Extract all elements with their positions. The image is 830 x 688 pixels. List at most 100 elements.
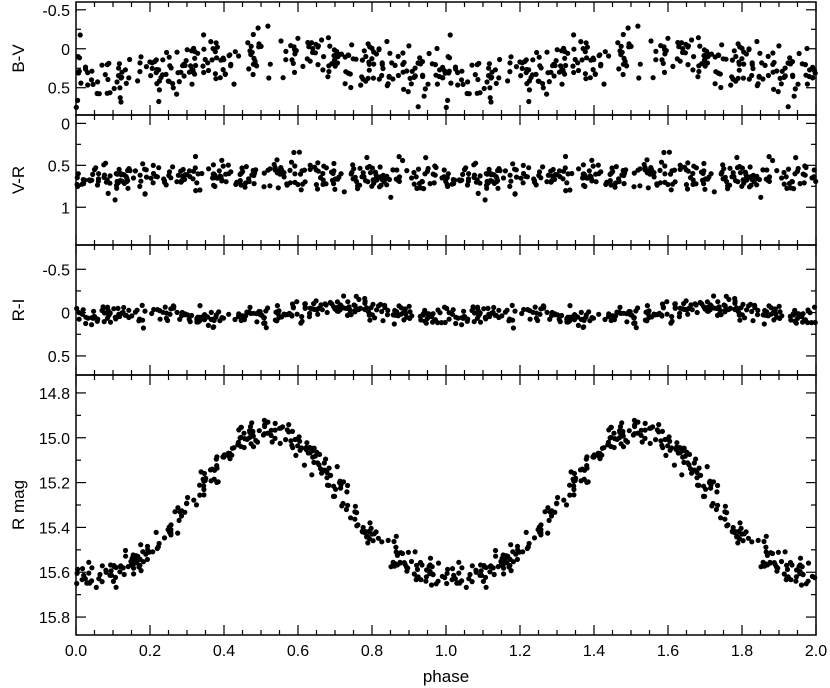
data-point [704, 60, 711, 66]
data-point [278, 38, 284, 44]
data-point [632, 423, 638, 430]
y-tick-label: 0 [61, 116, 70, 133]
data-point [556, 316, 562, 322]
data-point [507, 562, 513, 569]
data-point [110, 578, 116, 585]
data-point [321, 54, 327, 60]
data-point [481, 85, 487, 92]
data-point [496, 307, 502, 313]
data-point [455, 315, 461, 321]
data-point [459, 565, 465, 571]
data-point [613, 180, 619, 186]
data-point [704, 464, 710, 470]
data-point [602, 316, 608, 323]
data-point [737, 317, 743, 323]
data-point [380, 318, 386, 324]
data-point [450, 307, 456, 313]
data-point [220, 163, 226, 169]
data-point [194, 180, 200, 186]
data-point [647, 171, 653, 177]
data-point [644, 157, 650, 163]
data-point [197, 482, 203, 488]
data-point [154, 545, 160, 552]
data-point [777, 75, 783, 81]
data-point [738, 525, 744, 532]
data-point [138, 542, 144, 548]
data-point [357, 182, 363, 188]
data-point [694, 309, 700, 316]
data-point [618, 310, 624, 316]
data-point [89, 315, 95, 321]
data-point [808, 320, 815, 326]
data-point [593, 179, 599, 185]
data-point [442, 70, 448, 76]
data-point [149, 65, 155, 71]
data-point [324, 482, 331, 488]
data-point [691, 460, 697, 466]
data-point [404, 568, 410, 574]
data-point [247, 424, 254, 430]
data-point [596, 171, 602, 177]
data-point [175, 172, 181, 178]
data-point [699, 61, 705, 67]
data-point [395, 72, 401, 79]
data-point [771, 86, 777, 92]
data-point [99, 563, 105, 569]
data-point [251, 55, 257, 62]
data-point [739, 45, 745, 52]
data-point [281, 174, 287, 180]
data-point [526, 98, 532, 105]
data-point [319, 470, 325, 476]
data-point [642, 427, 648, 433]
data-point [575, 67, 582, 74]
data-point [162, 304, 168, 310]
data-point [435, 560, 442, 566]
data-point [649, 314, 655, 320]
data-point [711, 189, 717, 195]
data-point [770, 50, 776, 56]
data-point [631, 315, 637, 321]
data-point [799, 61, 805, 67]
data-point [362, 298, 368, 304]
data-point [608, 434, 614, 440]
data-point [623, 167, 629, 173]
data-point [292, 163, 298, 169]
data-point [445, 97, 451, 103]
data-point [163, 71, 169, 77]
data-point [137, 183, 143, 189]
data-point [648, 425, 654, 431]
data-point [480, 578, 486, 585]
data-point [219, 157, 225, 163]
data-point [74, 175, 80, 181]
data-point [332, 493, 338, 499]
data-point [156, 540, 162, 547]
data-point [320, 67, 326, 73]
data-point [351, 166, 357, 172]
data-point [545, 505, 551, 511]
data-point [590, 67, 596, 73]
data-point [262, 320, 268, 326]
data-point [532, 304, 538, 310]
data-point [307, 162, 313, 168]
data-point [710, 500, 716, 507]
data-point [174, 309, 180, 315]
data-point [656, 422, 662, 428]
data-point [309, 472, 315, 478]
x-tick-label: 1.2 [509, 643, 531, 660]
data-point [315, 311, 321, 317]
data-point [484, 185, 490, 191]
data-point [178, 179, 184, 185]
data-point [156, 87, 162, 93]
data-point [616, 435, 623, 441]
data-point [124, 179, 130, 185]
data-point [509, 302, 515, 308]
data-point [485, 305, 491, 311]
data-point [702, 493, 708, 499]
data-point [807, 310, 813, 316]
data-point [112, 574, 119, 581]
data-point [295, 443, 301, 449]
data-point [585, 479, 591, 485]
data-point [369, 531, 375, 537]
data-point [399, 550, 406, 557]
data-point [168, 527, 174, 533]
